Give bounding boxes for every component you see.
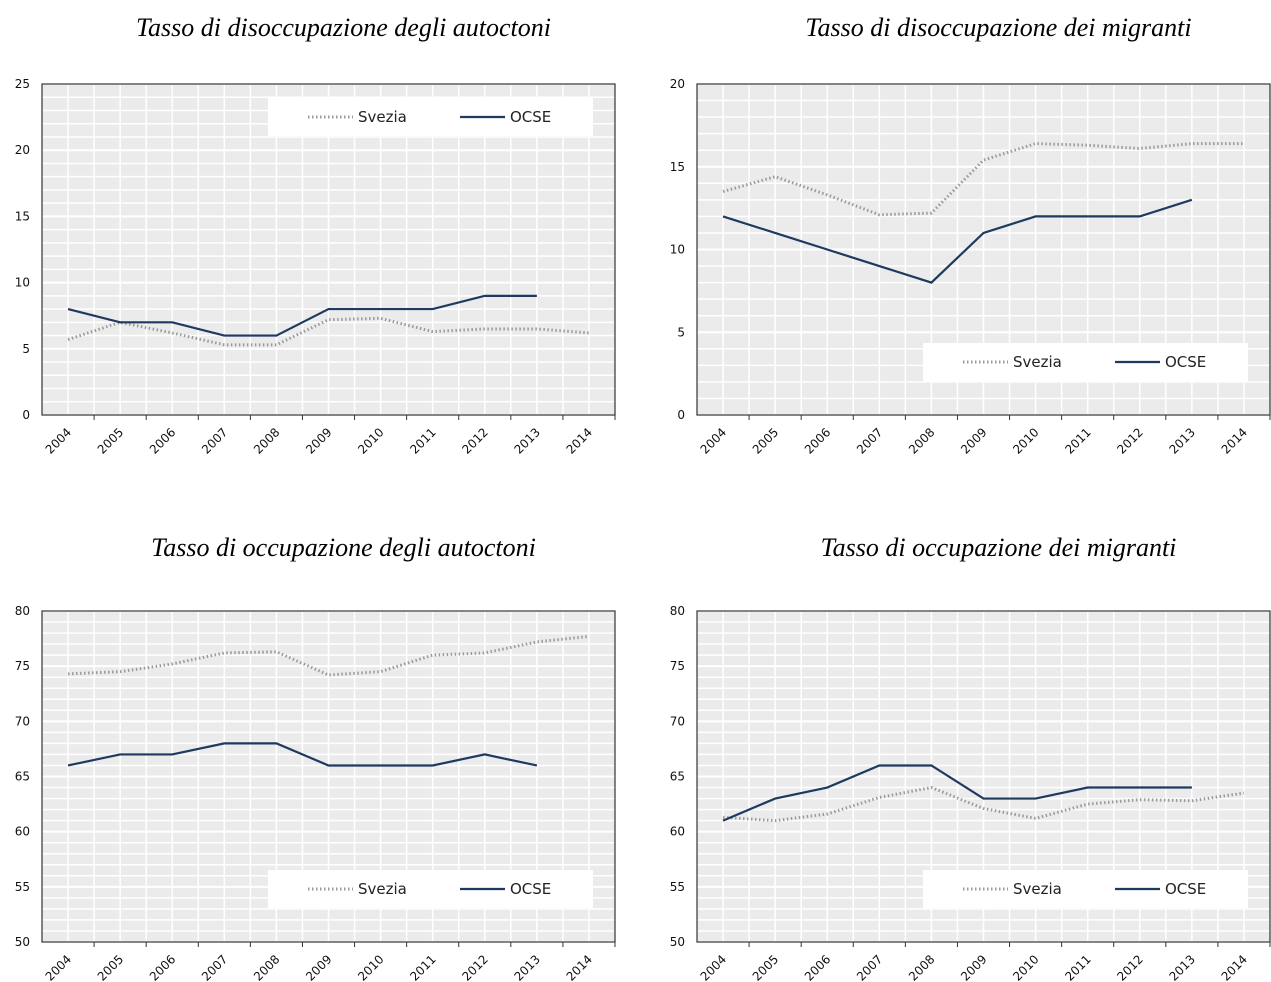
x-tick-label: 2007 — [199, 425, 230, 456]
x-tick-label: 2006 — [802, 952, 833, 982]
chart-title: Tasso di occupazione degli autoctoni — [151, 533, 536, 562]
y-tick-label: 5 — [677, 325, 685, 339]
legend-label: Svezia — [1013, 880, 1062, 898]
x-tick-label: 2004 — [698, 425, 729, 456]
x-tick-label: 2013 — [511, 425, 542, 456]
x-tick-label: 2012 — [459, 425, 490, 456]
x-tick-label: 2011 — [407, 952, 438, 982]
x-tick-label: 2004 — [698, 952, 729, 982]
y-tick-label: 15 — [15, 209, 30, 223]
x-tick-label: 2014 — [564, 952, 595, 982]
x-tick-label: 2010 — [355, 952, 386, 982]
legend-label: OCSE — [1165, 880, 1206, 898]
x-tick-label: 2007 — [854, 952, 885, 982]
x-tick-label: 2011 — [1062, 952, 1093, 982]
x-tick-label: 2012 — [1114, 952, 1145, 982]
x-tick-label: 2014 — [1219, 952, 1250, 982]
legend-box — [268, 98, 593, 136]
y-tick-label: 80 — [670, 604, 685, 618]
x-tick-label: 2010 — [1010, 952, 1041, 982]
x-tick-label: 2006 — [802, 425, 833, 456]
y-tick-label: 15 — [670, 160, 685, 174]
x-tick-label: 2005 — [95, 952, 126, 982]
y-tick-label: 0 — [677, 408, 685, 422]
legend-label: Svezia — [1013, 353, 1062, 371]
y-tick-label: 5 — [22, 342, 30, 356]
y-tick-label: 55 — [670, 880, 685, 894]
x-tick-label: 2012 — [1114, 425, 1145, 456]
x-tick-label: 2010 — [355, 425, 386, 456]
y-tick-label: 50 — [15, 935, 30, 949]
x-tick-label: 2009 — [958, 425, 989, 456]
x-tick-label: 2013 — [1166, 952, 1197, 982]
y-tick-label: 10 — [670, 243, 685, 257]
series-line — [722, 764, 1192, 822]
y-tick-label: 50 — [670, 935, 685, 949]
y-tick-label: 60 — [15, 825, 30, 839]
y-tick-label: 60 — [670, 825, 685, 839]
x-tick-label: 2014 — [564, 425, 595, 456]
plot-frame — [696, 83, 1271, 416]
x-tick-label: 2011 — [407, 425, 438, 456]
x-tick-label: 2004 — [43, 425, 74, 456]
y-tick-label: 65 — [15, 770, 30, 784]
series-line — [67, 742, 538, 767]
x-tick-label: 2013 — [511, 952, 542, 982]
x-tick-label: 2011 — [1062, 425, 1093, 456]
y-tick-label: 10 — [15, 276, 30, 290]
x-tick-label: 2007 — [199, 952, 230, 982]
plot-frame — [41, 83, 616, 416]
legend-label: OCSE — [1165, 353, 1206, 371]
x-tick-label: 2008 — [906, 425, 937, 456]
y-tick-label: 75 — [15, 659, 30, 673]
legend-box — [268, 870, 593, 908]
legend-label: Svezia — [358, 880, 407, 898]
chart-title: Tasso di occupazione dei migranti — [821, 533, 1177, 562]
plot-frame — [696, 610, 1271, 943]
y-tick-label: 55 — [15, 880, 30, 894]
y-tick-label: 0 — [22, 408, 30, 422]
x-tick-label: 2005 — [95, 425, 126, 456]
x-tick-label: 2004 — [43, 952, 74, 982]
x-tick-label: 2012 — [459, 952, 490, 982]
x-tick-label: 2009 — [303, 425, 334, 456]
x-tick-label: 2005 — [750, 952, 781, 982]
series-line — [67, 294, 537, 337]
x-tick-label: 2009 — [303, 952, 334, 982]
legend-label: OCSE — [510, 880, 551, 898]
x-tick-label: 2014 — [1219, 425, 1250, 456]
plot-frame — [41, 610, 616, 943]
x-tick-label: 2008 — [251, 952, 282, 982]
y-tick-label: 75 — [670, 659, 685, 673]
chart-title: Tasso di disoccupazione dei migranti — [805, 13, 1191, 42]
y-tick-label: 20 — [670, 77, 685, 91]
x-tick-label: 2008 — [906, 952, 937, 982]
series-line — [722, 198, 1193, 284]
x-tick-label: 2009 — [958, 952, 989, 982]
y-tick-label: 25 — [15, 77, 30, 91]
series-line — [722, 785, 1245, 823]
y-tick-label: 20 — [15, 143, 30, 157]
y-tick-label: 70 — [670, 714, 685, 728]
x-tick-label: 2006 — [147, 952, 178, 982]
x-tick-label: 2006 — [147, 425, 178, 456]
x-tick-label: 2010 — [1010, 425, 1041, 456]
x-tick-label: 2005 — [750, 425, 781, 456]
legend-label: Svezia — [358, 108, 407, 126]
legend-label: OCSE — [510, 108, 551, 126]
chart-title: Tasso di disoccupazione degli autoctoni — [136, 13, 551, 42]
legend-box — [923, 343, 1248, 381]
y-tick-label: 80 — [15, 604, 30, 618]
y-tick-label: 70 — [15, 714, 30, 728]
x-tick-label: 2007 — [854, 425, 885, 456]
y-tick-label: 65 — [670, 770, 685, 784]
legend-box — [923, 870, 1248, 908]
x-tick-label: 2008 — [251, 425, 282, 456]
x-tick-label: 2013 — [1166, 425, 1197, 456]
